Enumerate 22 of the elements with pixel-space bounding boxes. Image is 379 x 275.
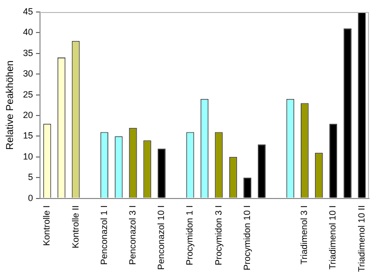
x-tick-label: Procymidon 10 I bbox=[242, 205, 252, 270]
y-tick-label: 15 bbox=[22, 130, 34, 141]
x-tick-label: Procymidon 3 I bbox=[213, 205, 224, 266]
y-tick-label: 30 bbox=[22, 68, 34, 79]
y-tick-label: 25 bbox=[22, 89, 34, 100]
x-tick-label: Kontrolle I bbox=[42, 205, 52, 246]
y-axis-title: Relative Peakhöhen bbox=[4, 60, 16, 150]
x-tick-label: Penconazol 1 I bbox=[98, 205, 109, 265]
x-tick-label: Procymidon 1 I bbox=[184, 205, 195, 266]
y-tick-label: 0 bbox=[28, 192, 34, 203]
y-tick-label: 40 bbox=[22, 27, 34, 38]
y-tick-label: 10 bbox=[22, 151, 34, 162]
y-tick-label: 35 bbox=[22, 48, 34, 58]
x-tick-label: Kontrolle II bbox=[70, 205, 80, 248]
x-tick-label: Triadimenol 10 II bbox=[356, 205, 366, 272]
x-tick-label: Triadimenol 3 I bbox=[299, 205, 310, 265]
x-tick-label: Penconazol 10 I bbox=[156, 205, 166, 270]
y-tick-label: 5 bbox=[28, 172, 34, 182]
y-tick-label: 45 bbox=[22, 6, 34, 16]
x-tick-label: Penconazol 3 I bbox=[127, 205, 138, 265]
y-tick-label: 20 bbox=[22, 110, 34, 120]
x-tick-label: Triadimenol 10 I bbox=[328, 205, 338, 270]
